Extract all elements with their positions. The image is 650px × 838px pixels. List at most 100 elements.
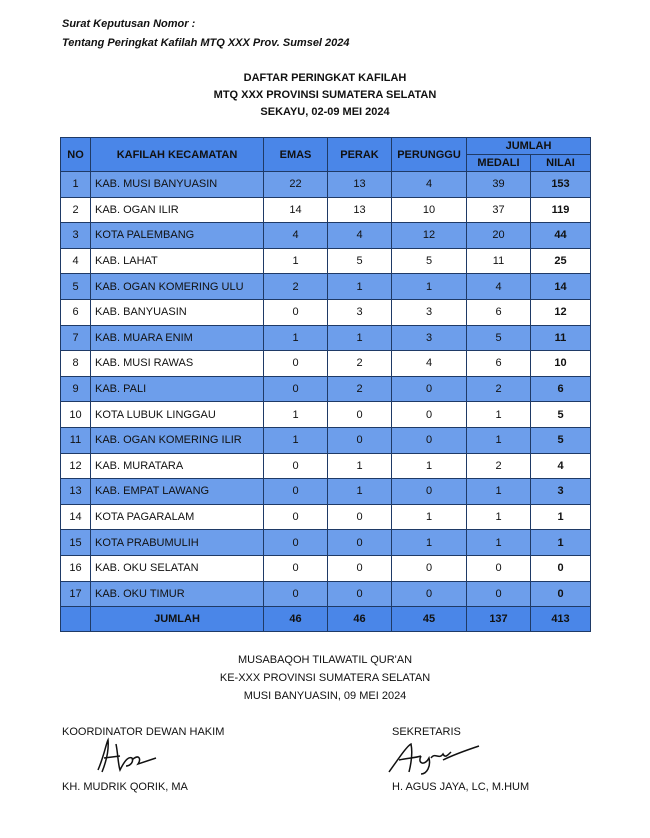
cell-no: 12 — [60, 452, 91, 480]
table-row: 14 KOTA PAGARALAM 0 0 1 1 1 — [60, 503, 591, 531]
cell-medali: 1 — [466, 478, 531, 505]
cell-no: 2 — [60, 196, 91, 224]
cell-no: 14 — [60, 503, 91, 531]
cell-nilai: 10 — [530, 350, 591, 377]
cell-no: 8 — [60, 350, 91, 377]
signer-1-role: KOORDINATOR DEWAN HAKIM — [62, 726, 225, 738]
cell-perak: 3 — [327, 298, 392, 326]
cell-kafilah: KAB. OKU TIMUR — [90, 580, 264, 608]
cell-no: 3 — [60, 222, 91, 249]
doc-subtitle: MTQ XXX PROVINSI SUMATERA SELATAN — [213, 89, 437, 101]
cell-medali: 0 — [466, 580, 531, 608]
cell-nilai: 4 — [530, 452, 591, 480]
cell-nilai: 6 — [530, 375, 591, 403]
cell-nilai: 1 — [530, 503, 591, 531]
total-row: JUMLAH 46 46 45 137 413 — [60, 606, 591, 633]
footer-edition: KE-XXX PROVINSI SUMATERA SELATAN — [219, 672, 431, 684]
cell-nilai: 0 — [530, 580, 591, 608]
table-row: 7 KAB. MUARA ENIM 1 1 3 5 11 — [60, 324, 591, 352]
cell-perunggu: 0 — [391, 426, 467, 454]
col-medali: MEDALI — [466, 154, 531, 172]
cell-emas: 1 — [263, 426, 328, 454]
cell-no: 13 — [60, 478, 91, 505]
cell-emas: 14 — [263, 196, 328, 224]
cell-emas: 1 — [263, 247, 328, 275]
cell-perunggu: 0 — [391, 401, 467, 428]
signature-2-image — [388, 742, 480, 775]
cell-emas: 1 — [263, 401, 328, 428]
table-row: 10 KOTA LUBUK LINGGAU 1 0 0 1 5 — [60, 401, 591, 428]
cell-perunggu: 0 — [391, 554, 467, 582]
cell-medali: 1 — [466, 503, 531, 531]
cell-emas: 0 — [263, 350, 328, 377]
cell-perak: 0 — [327, 503, 392, 531]
cell-emas: 4 — [263, 222, 328, 249]
cell-nilai: 12 — [530, 298, 591, 326]
table-row: 3 KOTA PALEMBANG 4 4 12 20 44 — [60, 222, 591, 249]
col-perunggu: PERUNGGU — [391, 137, 467, 172]
cell-no: 5 — [60, 273, 91, 300]
cell-medali: 39 — [466, 171, 531, 198]
cell-kafilah: KOTA LUBUK LINGGAU — [90, 401, 264, 428]
cell-medali: 4 — [466, 273, 531, 300]
cell-kafilah: KOTA PALEMBANG — [90, 222, 264, 249]
table-row: 11 KAB. OGAN KOMERING ILIR 1 0 0 1 5 — [60, 426, 591, 454]
cell-medali: 2 — [466, 375, 531, 403]
cell-no: 7 — [60, 324, 91, 352]
cell-medali: 1 — [466, 401, 531, 428]
cell-kafilah: KAB. MUARA ENIM — [90, 324, 264, 352]
cell-no: 16 — [60, 554, 91, 582]
cell-nilai: 119 — [530, 196, 591, 224]
total-emas: 46 — [263, 606, 328, 633]
cell-perak: 2 — [327, 375, 392, 403]
cell-perak: 13 — [327, 196, 392, 224]
cell-medali: 0 — [466, 554, 531, 582]
cell-medali: 37 — [466, 196, 531, 224]
total-label: JUMLAH — [90, 606, 264, 633]
cell-kafilah: KAB. OGAN KOMERING ULU — [90, 273, 264, 300]
cell-kafilah: KAB. MUSI BANYUASIN — [90, 171, 264, 198]
cell-perak: 1 — [327, 273, 392, 300]
cell-perunggu: 3 — [391, 298, 467, 326]
cell-no: 1 — [60, 171, 91, 198]
table-row: 5 KAB. OGAN KOMERING ULU 2 1 1 4 14 — [60, 273, 591, 300]
cell-perak: 0 — [327, 580, 392, 608]
cell-emas: 1 — [263, 324, 328, 352]
cell-nilai: 153 — [530, 171, 591, 198]
cell-medali: 5 — [466, 324, 531, 352]
col-jumlah: JUMLAH — [466, 137, 591, 155]
cell-medali: 20 — [466, 222, 531, 249]
cell-nilai: 14 — [530, 273, 591, 300]
cell-nilai: 1 — [530, 529, 591, 556]
footer-place-date: MUSI BANYUASIN, 09 MEI 2024 — [243, 690, 407, 702]
cell-perunggu: 3 — [391, 324, 467, 352]
signer-2-name: H. AGUS JAYA, LC, M.HUM — [392, 781, 530, 793]
cell-no: 9 — [60, 375, 91, 403]
table-row: 16 KAB. OKU SELATAN 0 0 0 0 0 — [60, 554, 591, 582]
cell-no: 10 — [60, 401, 91, 428]
cell-perak: 0 — [327, 529, 392, 556]
signer-2-role: SEKRETARIS — [392, 726, 461, 738]
cell-nilai: 11 — [530, 324, 591, 352]
cell-no: 4 — [60, 247, 91, 275]
ranking-table: NO KAFILAH KECAMATAN EMAS PERAK PERUNGGU… — [60, 137, 591, 633]
cell-perunggu: 1 — [391, 529, 467, 556]
cell-medali: 1 — [466, 426, 531, 454]
cell-perak: 1 — [327, 452, 392, 480]
cell-perak: 13 — [327, 171, 392, 198]
cell-kafilah: KAB. PALI — [90, 375, 264, 403]
table-row: 15 KOTA PRABUMULIH 0 0 1 1 1 — [60, 529, 591, 556]
table-row: 6 KAB. BANYUASIN 0 3 3 6 12 — [60, 298, 591, 326]
cell-emas: 0 — [263, 554, 328, 582]
cell-perak: 0 — [327, 426, 392, 454]
cell-nilai: 5 — [530, 426, 591, 454]
cell-kafilah: KAB. EMPAT LAWANG — [90, 478, 264, 505]
cell-perunggu: 0 — [391, 375, 467, 403]
col-emas: EMAS — [263, 137, 328, 172]
cell-perunggu: 1 — [391, 503, 467, 531]
cell-perunggu: 4 — [391, 350, 467, 377]
cell-perak: 0 — [327, 554, 392, 582]
doc-date: SEKAYU, 02-09 MEI 2024 — [260, 106, 390, 118]
cell-perunggu: 4 — [391, 171, 467, 198]
cell-no: 15 — [60, 529, 91, 556]
